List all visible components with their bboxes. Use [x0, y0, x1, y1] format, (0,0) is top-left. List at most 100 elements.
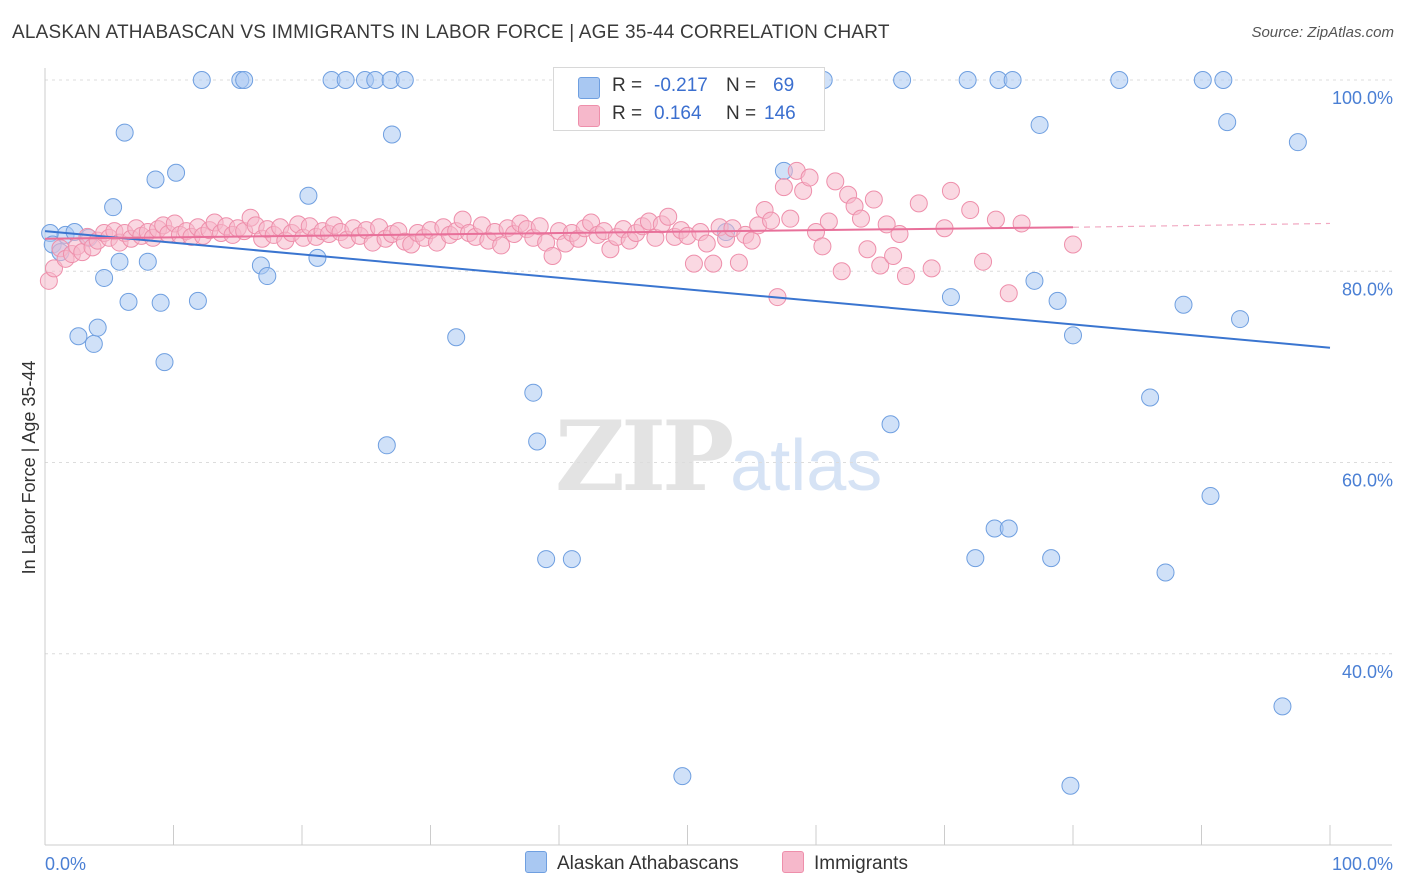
athabascan-point	[151, 293, 170, 312]
trend-layer	[44, 222, 1331, 349]
athabascan-point	[336, 71, 355, 89]
axis-layer	[44, 68, 1392, 846]
y-tick-label: 80.0%	[1342, 279, 1393, 299]
athabascan-point	[188, 291, 207, 310]
bottom-legend-swatch	[525, 851, 547, 873]
legend-r-label: R =	[612, 75, 643, 96]
athabascan-point	[941, 288, 960, 307]
immigrant-point	[819, 212, 838, 231]
athabascan-point	[966, 549, 985, 568]
immigrant-point	[800, 168, 819, 187]
athabascan-point	[893, 71, 912, 89]
athabascan-point	[308, 248, 327, 267]
athabascan-point	[958, 71, 977, 89]
athabascan-point	[1003, 71, 1022, 89]
bottom-legend-athabascan: Alaskan Athabascans	[525, 851, 739, 875]
athabascan-point	[1201, 486, 1220, 505]
y-tick-label: 100.0%	[1332, 88, 1393, 108]
athabascan-point	[528, 432, 547, 451]
athabascan-point	[84, 334, 103, 353]
athabascan-point	[999, 519, 1018, 538]
immigrant-point	[974, 252, 993, 271]
immigrant-point	[864, 190, 883, 209]
immigrant-point	[774, 178, 793, 197]
athabascan-point	[146, 170, 165, 189]
immigrant-point	[729, 253, 748, 272]
athabascan-point	[382, 125, 401, 144]
legend-r-label: R =	[612, 103, 643, 124]
immigrant-point	[1012, 214, 1031, 233]
immigrant-point	[697, 234, 716, 253]
athabascan-point	[447, 328, 466, 347]
athabascan-trend-line	[44, 230, 1331, 349]
watermark-zip: ZIP	[555, 400, 734, 513]
athabascan-point	[1273, 697, 1292, 716]
legend-r-value: -0.217	[654, 75, 708, 96]
chart-title: ALASKAN ATHABASCAN VS IMMIGRANTS IN LABO…	[12, 22, 890, 43]
athabascan-point	[1110, 71, 1129, 89]
athabascan-point	[395, 71, 414, 89]
immigrant-trend-line	[44, 226, 1074, 240]
immigrant-point	[543, 246, 562, 265]
immigrant-point	[896, 267, 915, 286]
points-layer	[39, 71, 1307, 795]
athabascan-point	[88, 318, 107, 337]
bottom-legend-label: Immigrants	[814, 853, 908, 874]
immigrant-point	[530, 217, 549, 236]
athabascan-point	[258, 267, 277, 286]
immigrant-point	[813, 237, 832, 256]
athabascan-point	[1025, 271, 1044, 290]
athabascan-point	[1214, 71, 1233, 89]
bottom-legend-label: Alaskan Athabascans	[557, 853, 739, 874]
label-layer: 100.0% 80.0% 60.0% 40.0% 0.0% 100.0% In Labor …	[19, 88, 1393, 874]
source-label: Source: ZipAtlas.com	[1251, 24, 1394, 41]
x-tick-label: 100.0%	[1332, 854, 1393, 874]
immigrant-point	[986, 210, 1005, 229]
immigrant-point	[832, 262, 851, 281]
immigrant-point	[909, 194, 928, 213]
immigrant-point	[1064, 235, 1082, 254]
athabascan-point	[377, 436, 396, 455]
y-axis-label: In Labor Force | Age 35-44	[19, 361, 39, 575]
athabascan-point	[562, 550, 581, 569]
athabascan-point	[95, 268, 114, 287]
athabascan-point	[1288, 133, 1307, 152]
immigrant-point	[826, 172, 845, 191]
immigrant-point	[999, 284, 1018, 303]
athabascan-point	[1218, 113, 1237, 132]
legend-swatch-athabascan	[578, 77, 600, 99]
athabascan-point	[366, 71, 385, 89]
immigrant-point	[941, 181, 960, 200]
immigrant-point	[704, 254, 723, 273]
athabascan-point	[235, 71, 254, 89]
athabascan-point	[299, 186, 318, 205]
immigrant-trend-extension	[1072, 222, 1331, 228]
athabascan-point	[1061, 776, 1080, 795]
athabascan-point	[138, 252, 157, 271]
legend-n-label: N =	[726, 103, 757, 124]
athabascan-point	[192, 71, 211, 89]
athabascan-point	[1141, 388, 1160, 407]
athabascan-point	[119, 292, 138, 311]
athabascan-point	[69, 327, 88, 346]
athabascan-point	[1193, 71, 1212, 89]
watermark-atlas: atlas	[730, 426, 883, 506]
immigrant-point	[781, 209, 800, 228]
immigrant-point	[659, 207, 678, 226]
bottom-legend-swatch	[782, 851, 804, 873]
athabascan-point	[537, 550, 556, 569]
immigrant-point	[762, 211, 781, 230]
y-tick-label: 40.0%	[1342, 662, 1393, 682]
immigrant-point	[884, 246, 903, 265]
immigrant-point	[44, 259, 63, 278]
immigrant-point	[858, 240, 877, 259]
immigrant-point	[871, 256, 890, 275]
immigrant-point	[742, 231, 761, 250]
immigrant-point	[492, 236, 511, 255]
athabascan-point	[167, 163, 186, 182]
athabascan-point	[115, 123, 134, 142]
y-tick-label: 60.0%	[1342, 471, 1393, 491]
bottom-legend-immigrants: Immigrants	[782, 851, 908, 875]
legend-swatch-immigrants	[578, 105, 600, 127]
